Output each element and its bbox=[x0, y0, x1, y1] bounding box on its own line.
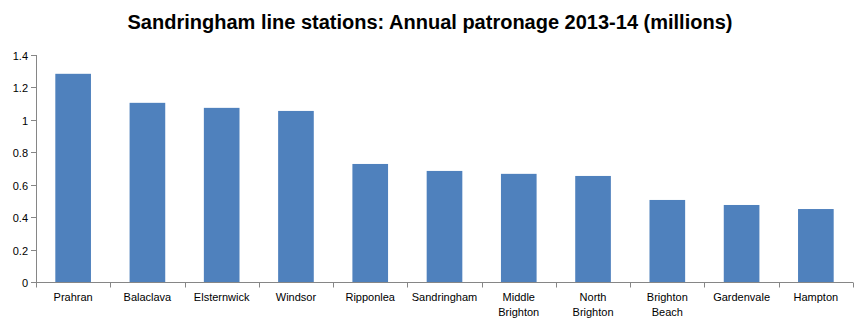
y-tick bbox=[31, 282, 36, 283]
y-tick-label: 0.6 bbox=[13, 180, 28, 192]
x-tick-label: Prahran bbox=[54, 291, 93, 303]
x-tick bbox=[556, 283, 557, 288]
x-tick-label: Balaclava bbox=[124, 291, 173, 303]
y-tick bbox=[31, 250, 36, 251]
x-tick bbox=[36, 283, 37, 288]
bar bbox=[798, 209, 834, 282]
bar bbox=[55, 74, 91, 282]
x-tick-label: Windsor bbox=[276, 291, 317, 303]
x-tick-label: Ripponlea bbox=[345, 291, 395, 303]
x-tick bbox=[185, 283, 186, 288]
x-tick-label: Gardenvale bbox=[713, 291, 770, 303]
bar bbox=[204, 108, 240, 282]
y-tick-label: 1.2 bbox=[13, 82, 28, 94]
x-tick bbox=[407, 283, 408, 288]
x-tick bbox=[779, 283, 780, 288]
x-tick-label: Sandringham bbox=[412, 291, 477, 303]
x-tick-label: MiddleBrighton bbox=[498, 291, 539, 318]
bar bbox=[649, 200, 685, 282]
x-tick-label: BrightonBeach bbox=[647, 291, 688, 318]
x-tick bbox=[110, 283, 111, 288]
bar bbox=[278, 111, 314, 282]
y-tick-label: 0 bbox=[22, 277, 28, 289]
x-tick bbox=[853, 283, 854, 288]
y-tick bbox=[31, 217, 36, 218]
x-tick-label: NorthBrighton bbox=[573, 291, 614, 318]
y-tick-label: 0.8 bbox=[13, 147, 28, 159]
title: Sandringham line stations: Annual patron… bbox=[128, 11, 733, 33]
bar bbox=[575, 176, 611, 282]
x-axis bbox=[36, 282, 853, 283]
y-tick-label: 0.2 bbox=[13, 245, 28, 257]
y-tick bbox=[31, 87, 36, 88]
y-axis bbox=[36, 55, 37, 282]
y-tick bbox=[31, 120, 36, 121]
y-tick-label: 1 bbox=[22, 115, 28, 127]
x-tick bbox=[482, 283, 483, 288]
background bbox=[0, 0, 860, 333]
y-tick-label: 0.4 bbox=[13, 212, 28, 224]
x-tick bbox=[259, 283, 260, 288]
bar bbox=[352, 164, 388, 282]
bar bbox=[501, 174, 537, 282]
x-tick bbox=[704, 283, 705, 288]
y-tick bbox=[31, 55, 36, 56]
x-tick-label: Hampton bbox=[794, 291, 839, 303]
bar bbox=[427, 171, 463, 282]
bar bbox=[130, 103, 166, 282]
y-tick bbox=[31, 152, 36, 153]
x-tick bbox=[333, 283, 334, 288]
y-tick bbox=[31, 185, 36, 186]
x-tick bbox=[630, 283, 631, 288]
bar bbox=[724, 205, 760, 282]
y-tick-label: 1.4 bbox=[13, 50, 28, 62]
bars bbox=[55, 74, 833, 282]
x-tick-label: Elsternwick bbox=[194, 291, 250, 303]
chart: Sandringham line stations: Annual patron… bbox=[0, 0, 860, 333]
